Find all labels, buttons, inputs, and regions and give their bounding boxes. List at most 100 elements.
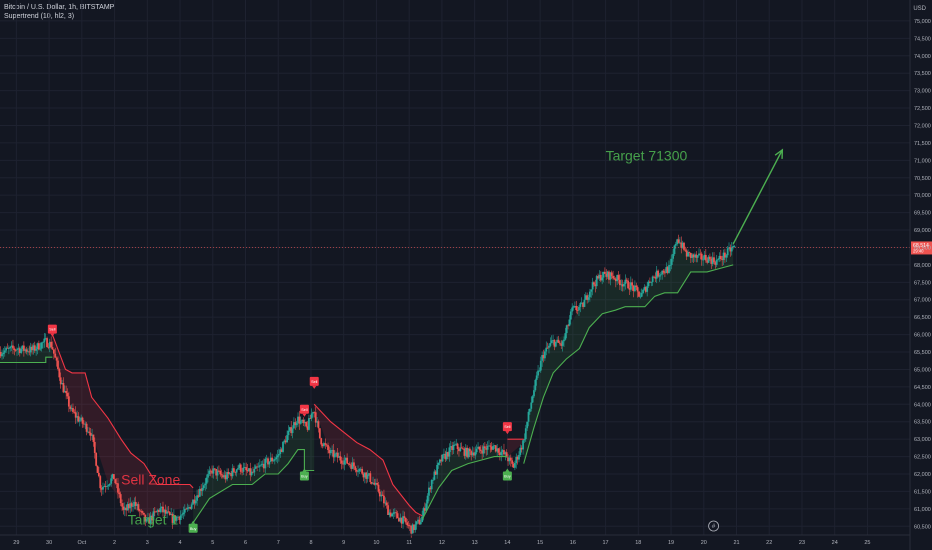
candle-body: [683, 242, 685, 250]
candle-body: [384, 502, 387, 504]
candle-body: [249, 468, 252, 476]
candle-body: [312, 412, 314, 414]
candle-body: [449, 446, 452, 448]
candle-body: [359, 468, 362, 470]
candle-body: [310, 413, 313, 419]
candle-body: [256, 466, 258, 468]
candle-body: [342, 463, 344, 465]
candle-body: [93, 441, 96, 453]
candle-body: [584, 295, 587, 300]
candle-body: [691, 254, 694, 258]
candle-body: [103, 486, 106, 487]
candle-body: [623, 283, 625, 287]
candle-body: [569, 311, 572, 320]
candle-body: [241, 471, 243, 473]
candle-body: [490, 446, 493, 450]
candle-body: [679, 242, 681, 244]
candle-body: [721, 259, 724, 260]
candle-body: [119, 494, 122, 504]
candle-body: [597, 276, 599, 279]
candle-body: [36, 343, 39, 350]
candle-body: [111, 474, 114, 479]
candle-body: [92, 434, 95, 442]
candle-body: [267, 458, 269, 465]
candle-body: [526, 421, 529, 429]
date-tick-label: 16: [570, 540, 576, 546]
indicator-title[interactable]: Supertrend (10, hl2, 3): [4, 13, 75, 20]
candle-body: [441, 454, 444, 462]
candle-body: [338, 456, 340, 458]
signal-buy: [299, 471, 309, 481]
price-tick-label: 66,500: [914, 315, 931, 321]
candle-body: [284, 440, 287, 443]
candle-body: [718, 255, 721, 260]
candle-body: [114, 479, 117, 484]
price-tick-label: 70,500: [914, 176, 931, 182]
candle-body: [402, 516, 404, 524]
candle-body: [451, 446, 454, 450]
candle-body: [185, 508, 188, 510]
candle-body: [134, 501, 137, 506]
candle-body: [726, 248, 729, 256]
candle-body: [706, 260, 709, 263]
price-tick-label: 66,000: [914, 333, 931, 339]
candle-body: [65, 390, 68, 394]
candle-body: [392, 512, 395, 514]
candle-body: [313, 412, 316, 413]
signal-sell-label: Sell: [301, 408, 307, 412]
date-tick-label: 22: [766, 540, 772, 546]
candle-body: [677, 239, 680, 243]
candle-body: [162, 506, 164, 513]
supertrend-fill-up: [422, 446, 508, 520]
candle-body: [33, 345, 36, 351]
candle-body: [27, 351, 29, 353]
candle-body: [513, 463, 516, 468]
candle-body: [196, 495, 198, 501]
candle-body: [707, 256, 710, 263]
candle-body: [415, 521, 418, 525]
candle-body: [269, 457, 272, 462]
candle-body: [122, 506, 125, 510]
candle-body: [74, 412, 77, 418]
candle-body: [530, 402, 533, 409]
date-tick-label: 11: [406, 540, 412, 546]
candle-body: [560, 343, 563, 346]
candle-body: [463, 448, 466, 456]
candle-body: [419, 522, 422, 525]
candle-body: [47, 347, 50, 348]
candle-body: [299, 420, 302, 424]
candle-body: [642, 289, 644, 293]
candle-body: [447, 452, 449, 457]
last-price-tag: [911, 241, 932, 255]
annotation-text: Sell Zone: [121, 471, 180, 487]
symbol-title[interactable]: Bitcoin / U.S. Dollar, 1h, BITSTAMP: [4, 4, 115, 11]
candle-body: [608, 271, 610, 280]
candle-body: [507, 457, 509, 462]
candle-body: [12, 345, 14, 349]
candle-body: [130, 503, 133, 507]
candle-body: [332, 449, 335, 458]
candle-body: [117, 483, 119, 493]
candle-body: [231, 468, 234, 477]
supertrend-line-up: [192, 449, 315, 524]
candle-body: [654, 277, 657, 279]
candle-body: [91, 434, 93, 436]
candle-body: [258, 465, 261, 467]
candle-body: [228, 473, 231, 474]
signal-sell: [309, 376, 319, 386]
candle-body: [235, 469, 238, 473]
candle-body: [606, 271, 609, 277]
candle-body: [63, 390, 66, 393]
candle-body: [183, 508, 186, 513]
candle-body: [59, 377, 62, 385]
candle-body: [164, 509, 167, 514]
candle-body: [62, 382, 65, 393]
candle-body: [10, 345, 13, 347]
candle-body: [579, 303, 582, 307]
candle-body: [209, 470, 212, 472]
candle-body: [653, 276, 655, 278]
date-tick-label: 12: [439, 540, 445, 546]
candle-body: [67, 396, 70, 407]
candle-body: [486, 445, 489, 450]
